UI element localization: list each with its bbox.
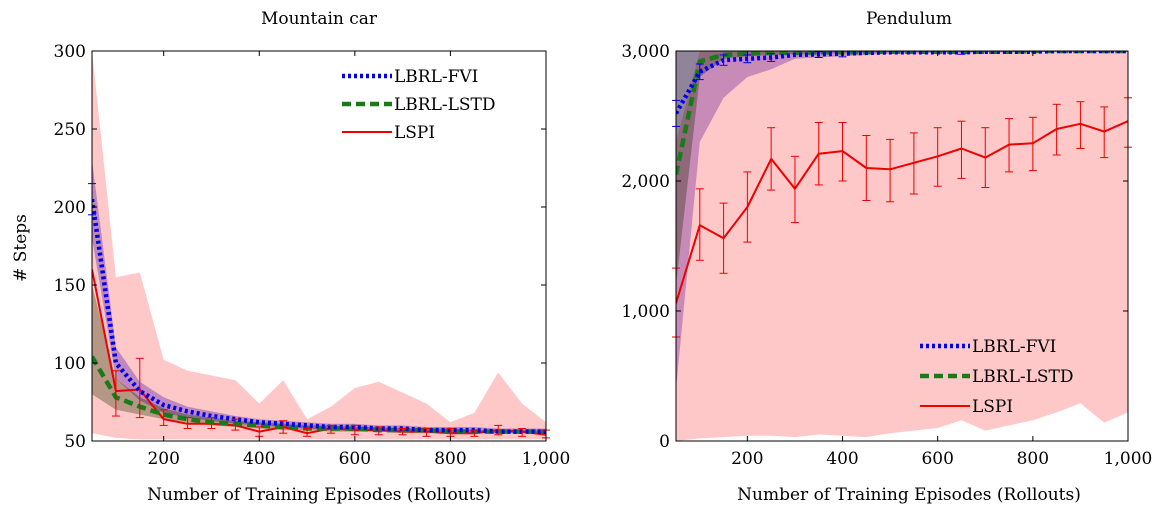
confidence-bands bbox=[92, 51, 546, 440]
legend-item-lbrl-lstd: LBRL-LSTD bbox=[342, 95, 496, 115]
plot-frame bbox=[91, 50, 547, 442]
y-tick-label: 250 bbox=[54, 120, 86, 140]
legend-label: LBRL-LSTD bbox=[394, 95, 496, 115]
error-bar-lspi bbox=[1076, 101, 1085, 149]
error-bar-lbrl-fvi bbox=[767, 53, 776, 62]
y-tick-label: 50 bbox=[64, 432, 86, 452]
series-line-lspi bbox=[676, 120, 1128, 304]
axes: 200 400 600 800 1,000 0 1,000 2,000 3,000 bbox=[621, 42, 1152, 469]
y-axis-label: # Steps bbox=[11, 214, 31, 282]
legend-item-lbrl-fvi: LBRL-FVI bbox=[342, 67, 478, 87]
chart-pendulum: Pendulum Number of Training Episodes (Ro… bbox=[621, 9, 1152, 505]
legend-item-lspi: LSPI bbox=[920, 397, 1013, 417]
x-axis-label: Number of Training Episodes (Rollouts) bbox=[147, 485, 491, 505]
error-bars bbox=[672, 50, 1132, 338]
x-tick-label: 800 bbox=[434, 449, 466, 469]
series-line-lbrl-lstd bbox=[92, 355, 546, 434]
error-bar-lspi bbox=[790, 155, 799, 224]
error-bar-lspi bbox=[231, 418, 240, 431]
chart-mountain-car: Mountain car # Steps Number of Training … bbox=[11, 9, 570, 505]
y-tick-label: 1,000 bbox=[621, 302, 670, 322]
y-tick-label: 3,000 bbox=[621, 42, 670, 62]
error-bar-lspi bbox=[159, 409, 168, 426]
error-bar-lspi bbox=[838, 122, 847, 182]
legend-item-lspi: LSPI bbox=[342, 123, 435, 143]
y-tick-label: 0 bbox=[659, 432, 670, 452]
y-tick-label: 200 bbox=[54, 198, 86, 218]
error-bar-lspi bbox=[398, 428, 407, 436]
axes: 200 400 600 800 1,000 50 100 150 200 250 300 bbox=[54, 42, 571, 469]
y-tick-label: 150 bbox=[54, 276, 86, 296]
error-bar-lspi bbox=[886, 138, 895, 203]
error-bar-lspi bbox=[1005, 118, 1014, 173]
confidence-bands bbox=[676, 51, 1128, 441]
y-tick-label: 100 bbox=[54, 354, 86, 374]
legend-label: LBRL-FVI bbox=[972, 337, 1056, 357]
error-bar-lspi bbox=[909, 132, 918, 195]
error-bar-lspi bbox=[814, 122, 823, 186]
chart-title: Mountain car bbox=[261, 9, 378, 29]
error-bar-lspi bbox=[350, 424, 359, 436]
series-line-lbrl-lstd bbox=[676, 51, 1128, 175]
error-bar-lspi bbox=[470, 429, 479, 437]
series-line-lspi bbox=[92, 269, 546, 436]
error-bar-lspi bbox=[326, 424, 335, 434]
series-line-lbrl-fvi bbox=[92, 198, 546, 434]
error-bar-lspi bbox=[135, 357, 144, 419]
error-bar-lspi bbox=[743, 171, 752, 243]
error-bar-lspi bbox=[207, 417, 216, 430]
legend-label: LBRL-LSTD bbox=[972, 367, 1074, 387]
legend-item-lbrl-lstd: LBRL-LSTD bbox=[920, 367, 1074, 387]
x-axis-label: Number of Training Episodes (Rollouts) bbox=[737, 485, 1081, 505]
band-lspi bbox=[676, 51, 1128, 441]
legend-label: LSPI bbox=[394, 123, 435, 143]
plot-frame bbox=[675, 50, 1129, 442]
error-bar-lspi bbox=[303, 428, 312, 437]
x-tick-label: 200 bbox=[147, 449, 179, 469]
error-bar-lbrl-fvi bbox=[695, 63, 704, 81]
error-bar-lspi bbox=[1100, 106, 1109, 159]
y-tick-label: 300 bbox=[54, 42, 86, 62]
x-tick-label: 400 bbox=[826, 449, 858, 469]
y-tick-label: 2,000 bbox=[621, 172, 670, 192]
series-lines bbox=[92, 198, 546, 436]
x-tick-label: 400 bbox=[243, 449, 275, 469]
legend-label: LSPI bbox=[972, 397, 1013, 417]
x-tick-label: 800 bbox=[1017, 449, 1049, 469]
error-bar-lspi bbox=[1028, 116, 1037, 172]
error-bar-lspi bbox=[695, 188, 704, 261]
error-bar-lspi bbox=[183, 417, 192, 430]
error-bar-lbrl-fvi bbox=[719, 54, 728, 66]
error-bar-lspi bbox=[981, 127, 990, 188]
x-tick-label: 600 bbox=[921, 449, 953, 469]
error-bar-lspi bbox=[374, 426, 383, 436]
error-bar-lspi bbox=[1052, 103, 1061, 156]
x-tick-label: 1,000 bbox=[1104, 449, 1153, 469]
legend-label: LBRL-FVI bbox=[394, 67, 478, 87]
x-tick-label: 200 bbox=[731, 449, 763, 469]
error-bar-lspi bbox=[719, 202, 728, 274]
x-tick-label: 1,000 bbox=[522, 449, 571, 469]
error-bar-lspi bbox=[422, 428, 431, 437]
error-bar-lspi bbox=[494, 424, 503, 436]
band-lbrl-fvi bbox=[676, 51, 1128, 389]
error-bar-lspi bbox=[111, 370, 120, 417]
legend-item-lbrl-fvi: LBRL-FVI bbox=[920, 337, 1056, 357]
error-bar-lbrl-fvi bbox=[814, 51, 823, 58]
error-bar-lspi bbox=[933, 127, 942, 187]
error-bar-lspi bbox=[957, 120, 966, 179]
legend: LBRL-FVI LBRL-LSTD LSPI bbox=[920, 337, 1074, 417]
chart-title: Pendulum bbox=[866, 9, 952, 29]
error-bar-lspi bbox=[518, 428, 527, 437]
error-bar-lspi bbox=[767, 127, 776, 191]
error-bar-lspi bbox=[279, 420, 288, 434]
x-tick-label: 600 bbox=[339, 449, 371, 469]
legend: LBRL-FVI LBRL-LSTD LSPI bbox=[342, 67, 496, 143]
error-bar-lspi bbox=[862, 135, 871, 201]
